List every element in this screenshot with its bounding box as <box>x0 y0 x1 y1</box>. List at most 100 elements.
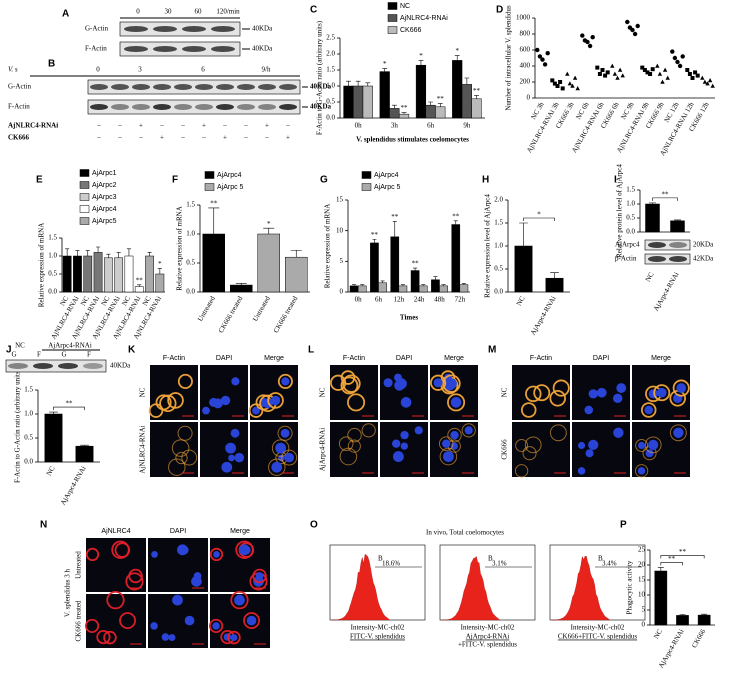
error-bar <box>380 280 385 283</box>
point <box>705 81 710 86</box>
point <box>677 63 683 69</box>
time-label: 30 <box>165 8 173 16</box>
cell-nucleus <box>613 427 624 438</box>
y-axis-label: Relative protein level of AjArpc4 <box>616 164 624 258</box>
y-tick-label: 0 <box>642 621 646 629</box>
y-tick-label: 1.0 <box>186 230 195 238</box>
cell-actin <box>267 392 284 409</box>
y-tick-label: 1.0 <box>48 252 57 260</box>
sign: + <box>265 122 269 130</box>
bar <box>62 255 72 293</box>
row-label: AjNLRC4-RNAi <box>139 425 147 473</box>
panel-label: G <box>320 175 328 186</box>
size-label: 40KDa <box>110 362 131 370</box>
bar <box>461 84 472 119</box>
gate-name: B <box>598 555 603 563</box>
error-bar <box>365 82 371 86</box>
treatment-label: CK666 <box>8 134 30 142</box>
point <box>555 84 560 88</box>
error-bar <box>126 248 132 256</box>
gate-value: 3.1% <box>492 560 507 568</box>
y-tick-label: 1.5 <box>48 234 57 242</box>
gate-name: B <box>488 555 493 563</box>
bar <box>103 257 113 293</box>
significance: ** <box>668 555 676 563</box>
point <box>632 31 638 37</box>
sign: – <box>180 122 185 130</box>
cell-actin <box>549 424 567 442</box>
cell-nucleus <box>612 393 623 404</box>
y-tick-label: 400 <box>520 62 531 70</box>
cell-nucleus <box>220 395 231 406</box>
cell-nucleus <box>616 383 627 393</box>
error-bar <box>263 227 275 234</box>
error-bar <box>346 80 351 86</box>
sign: – <box>159 122 164 130</box>
cell-actin <box>175 451 188 465</box>
cell-nucleus <box>284 452 294 463</box>
row-label: G-Actin <box>85 25 108 33</box>
panel-label: C <box>310 5 317 16</box>
sign: – <box>96 134 101 142</box>
bar <box>425 104 436 119</box>
point <box>665 75 670 80</box>
legend-label: AjArpc4 <box>374 172 399 179</box>
column-label: F-Actin <box>530 355 552 362</box>
cell-nucleus <box>445 378 457 390</box>
y-tick-label: 20 <box>638 561 646 569</box>
bar <box>676 615 689 626</box>
bracket <box>523 217 555 221</box>
legend-swatch <box>387 2 398 10</box>
cell-actin <box>514 464 529 478</box>
point <box>615 75 620 80</box>
bracket <box>660 562 683 566</box>
x-tick-label: 24h <box>414 296 425 304</box>
cell-actin <box>235 540 254 559</box>
cell-actin <box>209 547 224 562</box>
bar <box>93 252 103 293</box>
cell-nucleus <box>400 442 408 450</box>
point <box>620 73 625 78</box>
bar <box>389 108 400 119</box>
legend-label: AjArpc1 <box>92 170 117 177</box>
cell-actin <box>330 374 347 391</box>
bar <box>145 255 154 293</box>
x-tick-label: Untreated <box>196 294 217 322</box>
y-tick-label: 10 <box>336 226 344 234</box>
sign: – <box>138 134 143 142</box>
error-bar <box>360 284 365 286</box>
y-tick-label: 1.0 <box>326 82 335 90</box>
blot-band <box>153 84 171 90</box>
error-bar <box>355 80 361 86</box>
bar <box>73 255 82 293</box>
point <box>617 67 623 72</box>
error-bar <box>701 613 708 616</box>
cell-actin <box>85 547 100 562</box>
size-label: 40KDa <box>310 83 332 91</box>
point <box>650 67 655 72</box>
cell-actin <box>549 390 567 407</box>
blot-band <box>124 26 148 32</box>
blot-band <box>33 363 53 369</box>
blot-band <box>174 84 192 90</box>
cell-actin <box>208 618 224 634</box>
error-bar <box>208 207 220 234</box>
point <box>585 39 590 45</box>
legend-label: AjArpc 5 <box>217 184 244 191</box>
bar <box>451 224 461 293</box>
point <box>558 80 563 84</box>
point <box>690 76 695 80</box>
bar <box>654 570 668 626</box>
cell-nucleus <box>271 461 283 473</box>
bar <box>357 285 367 293</box>
bar <box>378 282 387 293</box>
panel-label: J <box>6 345 12 356</box>
cell-actin <box>442 374 461 393</box>
flow-axis: Intensity-MC-ch02 <box>571 624 625 632</box>
cell-actin <box>347 393 366 412</box>
legend-label: AjArpc3 <box>92 194 117 201</box>
x-tick-label: 72h <box>455 296 466 304</box>
error-bar <box>392 221 397 237</box>
y-axis-label: Relative expression of mRNA <box>324 204 332 289</box>
panel-label: L <box>308 345 314 356</box>
